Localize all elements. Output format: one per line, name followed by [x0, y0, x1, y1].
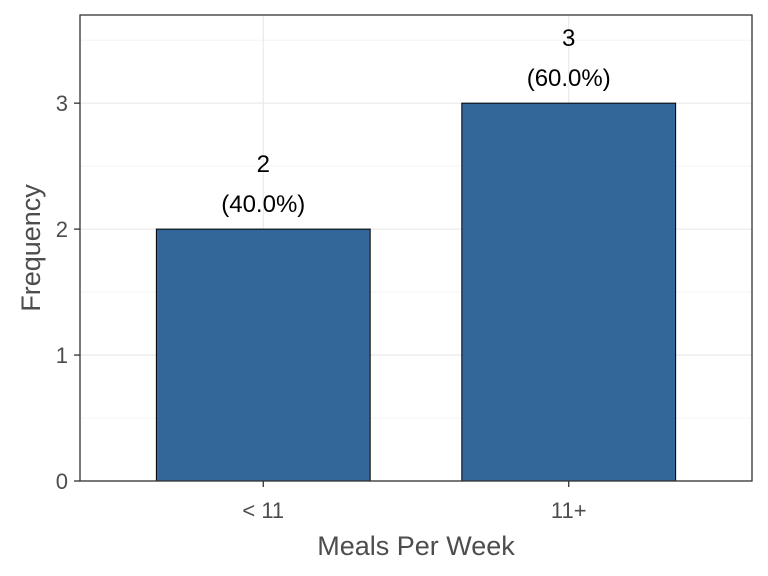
bar-labels: 2 (40.0%) 3 (60.0%) [221, 25, 611, 218]
y-tick-label: 2 [56, 217, 68, 242]
bar [461, 102, 677, 482]
y-tick-label: 1 [56, 343, 68, 368]
x-tick-label: 11+ [551, 498, 587, 523]
y-tick-label: 0 [56, 469, 68, 494]
y-axis-title: Frequency [16, 184, 46, 312]
y-tick-label: 3 [56, 91, 68, 116]
bar-count-label: 2 [257, 151, 270, 178]
bar-count-label: 3 [562, 25, 575, 52]
x-axis-title: Meals Per Week [317, 531, 515, 561]
bar-percent-label: (40.0%) [221, 191, 305, 218]
x-tick-label: < 11 [242, 498, 284, 523]
bar [155, 228, 371, 482]
y-axis: 0 1 2 3 [56, 91, 80, 494]
panel-border [79, 14, 753, 482]
bars [155, 102, 677, 482]
x-axis: < 11 11+ [242, 481, 587, 523]
bar-percent-label: (60.0%) [527, 65, 611, 92]
